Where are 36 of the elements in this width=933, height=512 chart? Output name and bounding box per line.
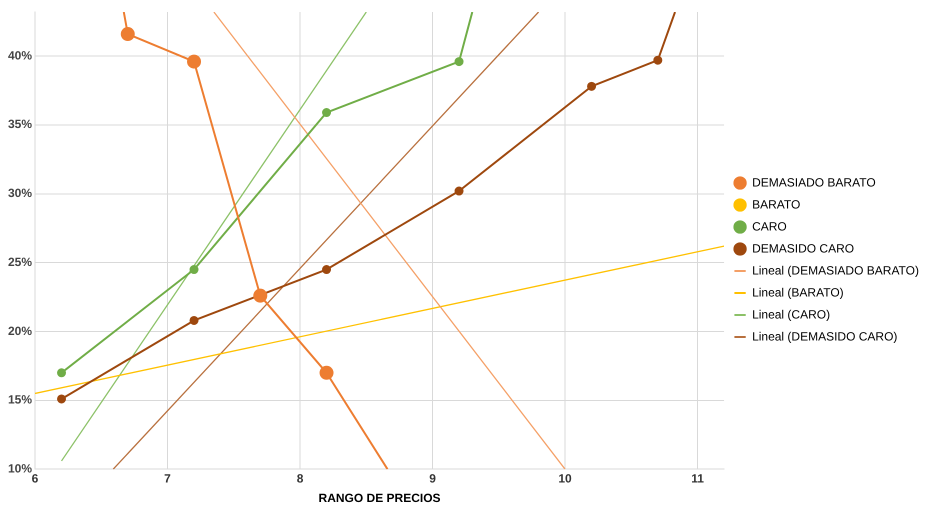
y-tick-label: 10% <box>8 462 32 476</box>
legend-label: Lineal (CARO) <box>752 307 830 322</box>
legend-label: Lineal (DEMASIADO BARATO) <box>752 263 920 278</box>
y-tick-label: 15% <box>8 392 32 407</box>
x-tick-label: 7 <box>164 472 172 486</box>
point <box>120 27 135 42</box>
y-tick-label: 20% <box>8 324 32 338</box>
point <box>587 82 596 91</box>
point <box>57 394 66 404</box>
legend-label: Lineal (BARATO) <box>752 285 844 300</box>
x-axis-title: RANGO DE PRECIOS <box>318 491 441 506</box>
legend-label: DEMASIADO BARATO <box>752 175 876 190</box>
point <box>454 57 464 66</box>
point <box>187 54 202 69</box>
point <box>190 316 199 325</box>
point <box>57 368 66 378</box>
point <box>322 265 332 274</box>
x-tick-label: 6 <box>32 472 39 486</box>
point <box>322 108 332 118</box>
y-tick-label: 35% <box>8 117 32 132</box>
point <box>320 366 334 380</box>
point <box>190 265 199 274</box>
legend-label: DEMASIDO CARO <box>752 241 854 256</box>
x-tick-label: 8 <box>296 472 304 486</box>
x-tick-label: 9 <box>429 472 436 486</box>
x-tick-label: 10 <box>558 472 572 486</box>
y-tick-label: 25% <box>8 254 32 269</box>
point <box>653 56 662 65</box>
y-tick-label: 30% <box>8 186 32 200</box>
point <box>253 288 268 303</box>
legend-label: BARATO <box>752 197 800 212</box>
legend-label: CARO <box>752 219 787 234</box>
x-tick-label: 11 <box>691 472 704 486</box>
legend-label: Lineal (DEMASIDO CARO) <box>752 329 898 344</box>
point <box>454 186 464 196</box>
y-tick-label: 40% <box>8 48 32 62</box>
